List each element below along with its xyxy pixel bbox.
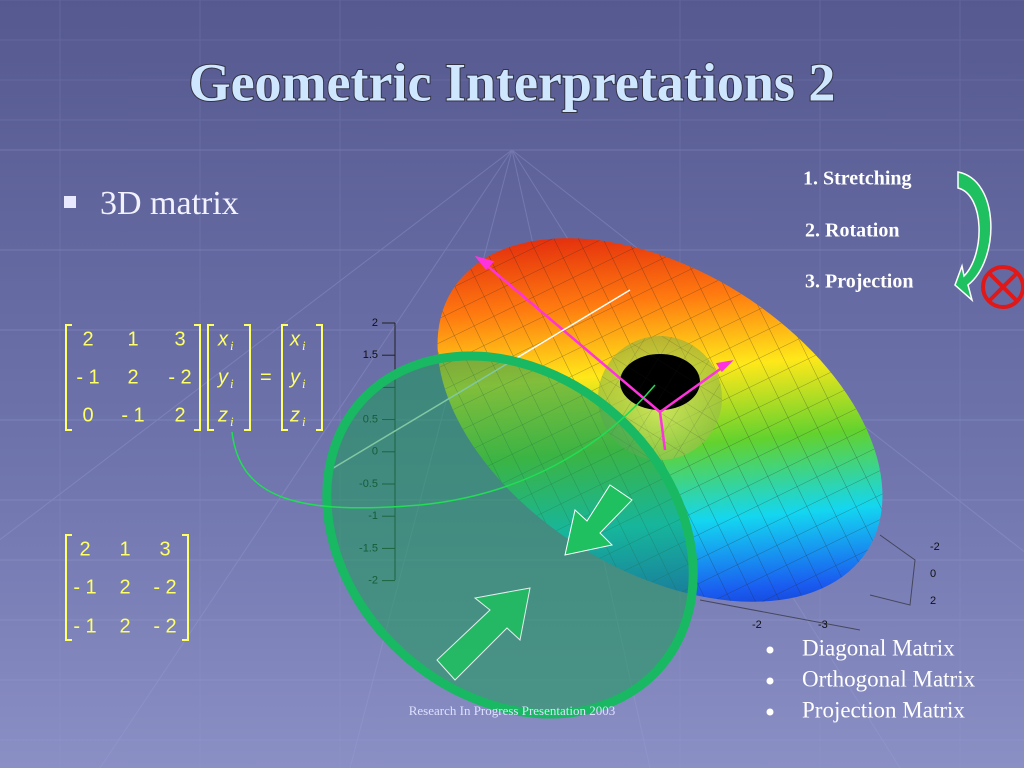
bracket [65, 324, 72, 431]
slide-title: Geometric Interpretations 2 [189, 52, 836, 112]
subscript: i [230, 338, 234, 353]
footer: Research In Progress Presentation 2003 [409, 703, 616, 718]
list-item: Projection Matrix [802, 697, 965, 722]
cancel-icon [981, 265, 1024, 309]
subscript: i [302, 414, 306, 429]
vector-cell: y [288, 366, 301, 388]
matrix-cell: 2 [119, 615, 130, 637]
vector-cell: y [216, 366, 229, 388]
matrix-cell: - 2 [168, 366, 191, 388]
step: 2. Rotation [805, 220, 899, 242]
step: 3. Projection [805, 271, 914, 293]
matrix-cell: 2 [79, 538, 90, 560]
vector-cell: x [217, 328, 229, 350]
property-list: Diagonal Matrix Orthogonal Matrix Projec… [766, 635, 976, 722]
subscript: i [230, 414, 234, 429]
matrix-cell: 2 [82, 328, 93, 350]
bullet-text: 3D matrix [100, 185, 239, 222]
axes-arrows [474, 255, 734, 451]
matrix-cell: 2 [127, 366, 138, 388]
tick-label: -2 [930, 541, 940, 553]
matrix-cell: 3 [174, 328, 185, 350]
tick-label: 0 [930, 568, 936, 580]
matrix-cell: 3 [159, 538, 170, 560]
equals-sign: = [260, 366, 272, 388]
vector-cell: z [217, 404, 228, 426]
matrix-cell: - 2 [153, 576, 176, 598]
subscript: i [230, 376, 234, 391]
bracket [207, 324, 214, 431]
subscript: i [302, 338, 306, 353]
bracket [244, 324, 251, 431]
vector-cell: z [289, 404, 300, 426]
tick-label: 1.5 [363, 349, 378, 361]
matrix-cell: 2 [174, 404, 185, 426]
matrix-cell: - 1 [73, 576, 96, 598]
matrix-cell: - 1 [73, 615, 96, 637]
bullet-marker [64, 196, 76, 208]
tick-label: -3 [818, 619, 828, 631]
vector-cell: x [289, 328, 301, 350]
tick-label: 2 [930, 595, 936, 607]
matrix: 2 1 3 - 1 2 - 2 - 1 2 - 2 [65, 534, 189, 641]
matrix-cell: 0 [82, 404, 93, 426]
bracket [281, 324, 288, 431]
step: 1. Stretching [803, 168, 912, 190]
mapping-curve [231, 384, 656, 509]
matrix-cell: - 2 [153, 615, 176, 637]
matrix-cell: - 1 [76, 366, 99, 388]
matrix-cell: - 1 [121, 404, 144, 426]
bracket [316, 324, 323, 431]
bracket [65, 534, 72, 641]
matrix-cell: 2 [119, 576, 130, 598]
bracket [182, 534, 189, 641]
tick-label: -2 [752, 619, 762, 631]
projection-plane [322, 351, 698, 719]
tick-label: 2 [372, 317, 378, 329]
matrix-cell: 1 [127, 328, 138, 350]
matrix-cell: 1 [119, 538, 130, 560]
bracket [194, 324, 201, 431]
step-arrow [954, 171, 992, 303]
list-item: Orthogonal Matrix [802, 666, 976, 691]
list-item: Diagonal Matrix [802, 635, 955, 660]
subscript: i [302, 376, 306, 391]
